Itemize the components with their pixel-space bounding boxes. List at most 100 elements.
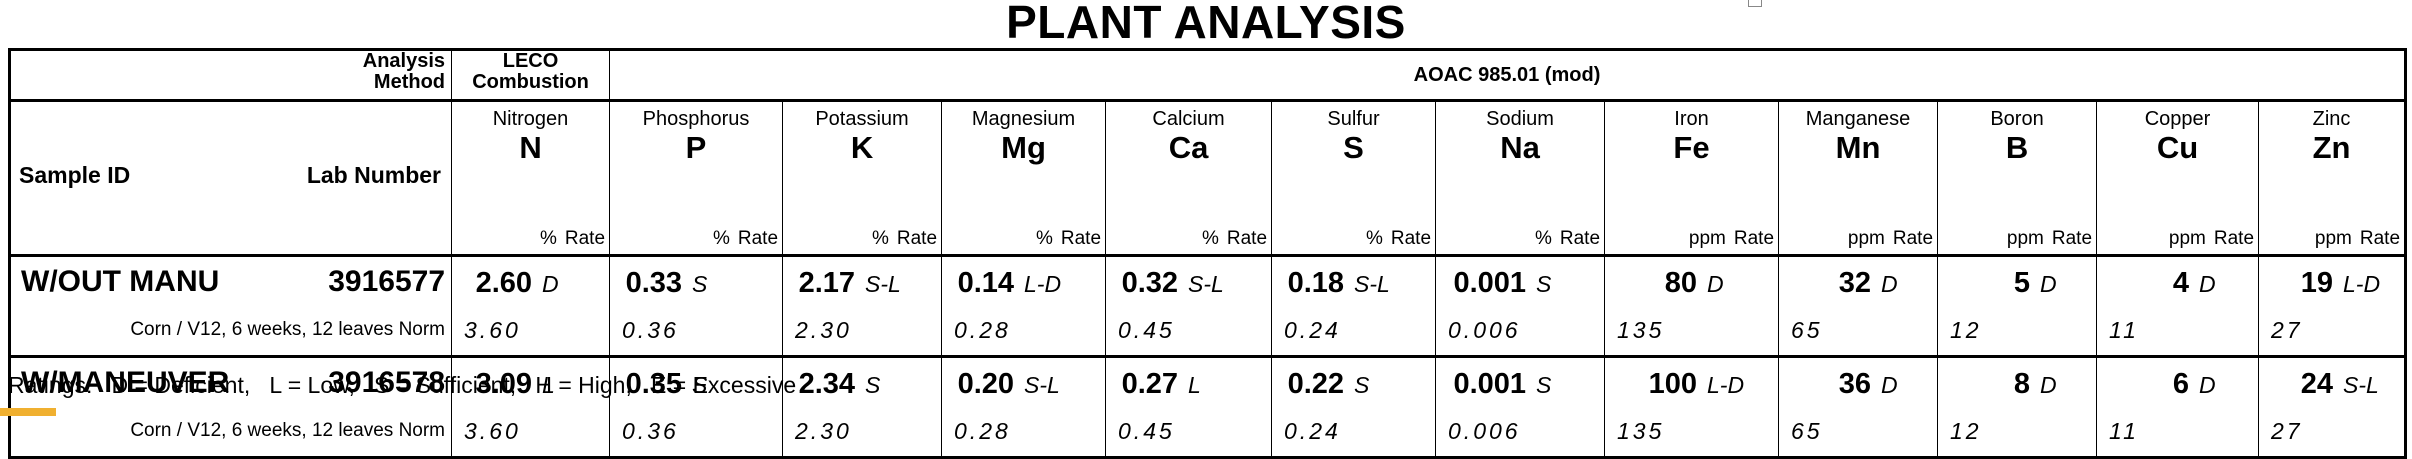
rate-label: Rate — [564, 228, 606, 249]
result-rating: S — [1536, 372, 1552, 398]
unit-rate-label: % Rate — [540, 228, 605, 250]
result-value: 2.34 — [798, 368, 856, 400]
norm-value: 27 — [2258, 414, 2408, 459]
result-rating: S — [1354, 372, 1370, 398]
norm-value: 0.28 — [941, 414, 1106, 459]
rate-label: Rate — [737, 228, 779, 249]
unit-label: ppm — [2168, 228, 2206, 249]
unit-label: % — [1534, 228, 1552, 249]
leco-label: LECO — [502, 50, 559, 72]
result-rating: S — [692, 271, 708, 297]
result-value: 19 — [2300, 267, 2334, 299]
orange-marker — [0, 408, 56, 416]
result-value: 100 — [1648, 368, 1698, 400]
result-rating: D — [2199, 271, 2216, 297]
unit-rate-label: % Rate — [1036, 228, 1101, 250]
unit-rate-label: ppm Rate — [2007, 228, 2092, 250]
unit-rate-label: % Rate — [1535, 228, 1600, 250]
leco-combustion-label: LECO Combustion — [451, 48, 610, 101]
element-header-sodium: Sodium Na% Rate — [1435, 99, 1605, 257]
element-symbol: P — [685, 130, 707, 165]
norm-value: 135 — [1604, 414, 1779, 459]
rate-label: Rate — [1060, 228, 1102, 249]
norm-value: 11 — [2096, 414, 2259, 459]
result-cell: 0.35 S — [609, 356, 783, 414]
result-value: 24 — [2300, 368, 2334, 400]
rate-label: Rate — [2051, 228, 2093, 249]
result-cell: 80 D — [1604, 255, 1779, 313]
result-value: 0.14 — [957, 267, 1015, 299]
norm-value: 0.28 — [941, 313, 1106, 358]
element-symbol: Na — [1500, 130, 1540, 165]
result-value: 2.60 — [475, 267, 533, 299]
result-rating: D — [1707, 271, 1724, 297]
result-rating: D — [1881, 372, 1898, 398]
norm-value: 3.60 — [451, 313, 610, 358]
crop-description: Corn / V12, 6 weeks, 12 leaves Norm — [7, 414, 452, 459]
ratings-legend: Ratings: D = Deficient, L = Low, S = Suf… — [8, 372, 797, 398]
sample-row: W/MANEUVER 3916578 3.09 L 0.35 S 2.34 S 0.2… — [8, 356, 2408, 414]
norm-value: 65 — [1778, 414, 1938, 459]
unit-rate-label: % Rate — [1366, 228, 1431, 250]
sample-row: W/OUT MANU 3916577 2.60 D 0.33 S 2.17 S-L 0… — [8, 255, 2408, 313]
norm-value: 65 — [1778, 313, 1938, 358]
element-symbol: Zn — [2312, 130, 2351, 165]
page-corner-mark — [1748, 0, 1762, 7]
unit-label: ppm — [2006, 228, 2044, 249]
rate-label: Rate — [1390, 228, 1432, 249]
element-name: Potassium — [815, 108, 909, 130]
element-symbol: Cu — [2156, 130, 2199, 165]
unit-rate-label: % Rate — [713, 228, 778, 250]
result-cell: 0.20 S-L — [941, 356, 1106, 414]
element-symbol: B — [2005, 130, 2029, 165]
element-symbol: K — [850, 130, 874, 165]
norm-value: 135 — [1604, 313, 1779, 358]
lab-number-header: Lab Number — [279, 99, 452, 257]
norm-value: 2.30 — [782, 414, 942, 459]
norm-value: 11 — [2096, 313, 2259, 358]
norm-value: 0.45 — [1105, 414, 1272, 459]
norm-value: 0.36 — [609, 414, 783, 459]
unit-rate-label: ppm Rate — [1848, 228, 1933, 250]
unit-label: % — [1035, 228, 1053, 249]
method-row: Analysis Method LECO Combustion AOAC 985… — [7, 48, 2408, 101]
norm-value: 0.36 — [609, 313, 783, 358]
element-name: Magnesium — [971, 108, 1076, 130]
aoac-method-label: AOAC 985.01 (mod) — [609, 48, 2408, 101]
result-value: 3.09 — [475, 368, 533, 400]
result-cell: 24 S-L — [2258, 356, 2408, 414]
element-symbol: N — [519, 130, 542, 165]
element-name: Boron — [1990, 108, 2044, 130]
header-row: Sample ID Lab Number Nitrogen N% Rate Phos… — [8, 99, 2408, 257]
result-value: 36 — [1838, 368, 1872, 400]
unit-label: ppm — [1688, 228, 1726, 249]
rate-label: Rate — [1733, 228, 1775, 249]
element-header-copper: Copper Cu ppm Rate — [2096, 99, 2259, 257]
result-rating: S-L — [2343, 372, 2379, 398]
norm-row: Corn / V12, 6 weeks, 12 leaves Norm 3.60… — [7, 313, 2408, 358]
norm-value: 12 — [1937, 414, 2097, 459]
analysis-method-label: Analysis Method — [7, 48, 452, 101]
method-label: Method — [373, 71, 446, 93]
rate-label: Rate — [896, 228, 938, 249]
element-name: Manganese — [1805, 108, 1911, 130]
norm-value: 0.006 — [1435, 313, 1605, 358]
result-value: 8 — [2013, 368, 2031, 400]
element-name: Calcium — [1152, 108, 1225, 130]
result-value: 6 — [2172, 368, 2190, 400]
result-rating: S-L — [865, 271, 901, 297]
analysis-label: Analysis — [362, 50, 446, 72]
result-rating: D — [542, 271, 559, 297]
unit-rate-label: ppm Rate — [1689, 228, 1774, 250]
result-rating: S — [865, 372, 881, 398]
unit-label: % — [539, 228, 557, 249]
norm-value: 27 — [2258, 313, 2408, 358]
element-name: Copper — [2144, 108, 2211, 130]
element-header-sulfur: Sulfur S% Rate — [1271, 99, 1436, 257]
rate-label: Rate — [2359, 228, 2401, 249]
unit-label: ppm — [1847, 228, 1885, 249]
unit-label: ppm — [2314, 228, 2352, 249]
